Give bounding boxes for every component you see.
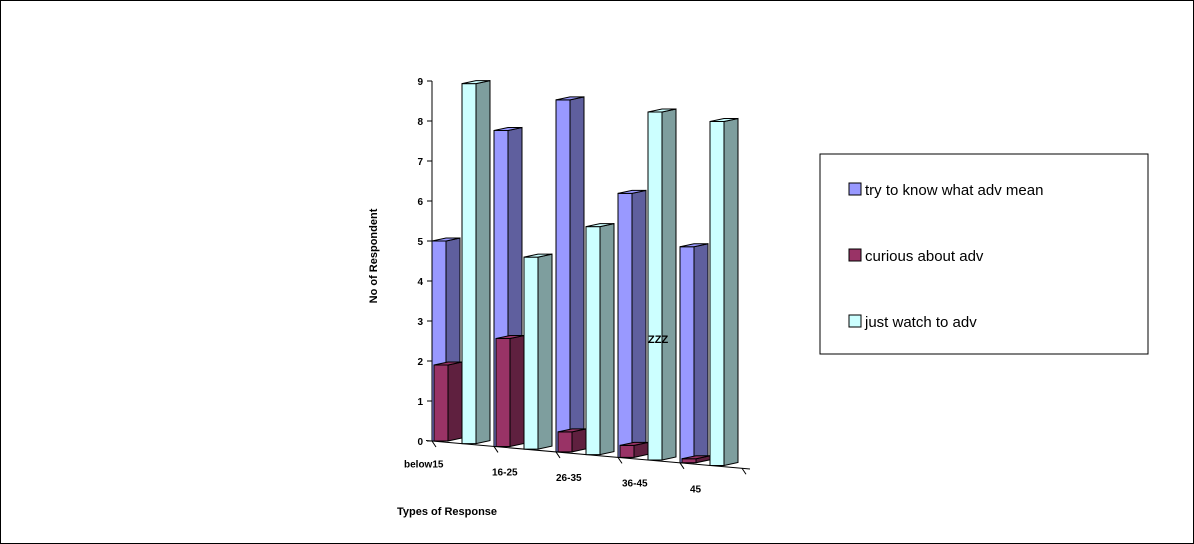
x-tick-mark <box>741 468 747 475</box>
chart-bars <box>431 79 739 467</box>
chart-legend: try to know what adv mean curious about … <box>819 153 1149 355</box>
y-tick-label: 9 <box>417 77 423 88</box>
bar-side-face <box>475 79 491 445</box>
bar-front-face <box>433 364 449 442</box>
bar-front-face <box>523 256 539 450</box>
bar-side-face <box>693 243 709 464</box>
bar <box>495 334 525 448</box>
y-tick-label: 8 <box>417 117 423 128</box>
legend-box <box>819 153 1149 355</box>
legend-label-try-to-know: try to know what adv mean <box>865 182 1043 199</box>
legend-swatch-try-to-know <box>848 182 862 196</box>
bar-front-face <box>647 111 663 461</box>
bar-side-face <box>599 222 615 456</box>
bar-top-face <box>555 96 585 101</box>
bar-front-face <box>495 338 511 447</box>
bar <box>709 117 739 467</box>
x-tick-label: 26-35 <box>556 473 582 484</box>
x-tick-mark <box>679 462 685 470</box>
legend-label-just-watch: just watch to adv <box>864 314 977 331</box>
bar-side-face <box>571 428 587 453</box>
bar <box>619 441 649 459</box>
bar-top-face <box>493 127 523 131</box>
bar-top-face <box>585 223 615 228</box>
bar-side-face <box>723 117 739 467</box>
y-tick-label: 3 <box>417 317 423 328</box>
bar <box>585 222 615 456</box>
bar-top-face <box>461 80 491 85</box>
bar <box>647 108 677 461</box>
x-tick-mark <box>555 451 561 459</box>
bar-side-face <box>661 108 677 461</box>
y-tick-label: 0 <box>417 437 423 448</box>
chart-annotation: ZZZ <box>648 334 668 346</box>
bar-side-face <box>631 189 647 459</box>
x-tick-label: 36-45 <box>622 479 648 490</box>
bar-side-face <box>569 96 585 453</box>
bar <box>433 361 463 442</box>
y-tick-label: 5 <box>417 237 423 248</box>
y-tick-label: 2 <box>417 357 423 368</box>
bar-front-face <box>709 121 725 466</box>
x-tick-mark <box>493 446 499 453</box>
bar-front-face <box>555 99 571 453</box>
bar-side-face <box>447 361 463 442</box>
bar-top-face <box>431 237 461 242</box>
x-tick-mark <box>431 440 437 448</box>
bar-front-face <box>557 431 573 453</box>
bar <box>679 243 709 464</box>
bar-top-face <box>647 108 677 113</box>
x-tick-label: 16-25 <box>492 467 518 478</box>
bar-top-face <box>679 243 709 248</box>
bar-front-face <box>681 458 697 464</box>
bar-front-face <box>617 192 633 458</box>
bar-front-face <box>585 226 601 456</box>
y-tick-label: 1 <box>417 397 423 408</box>
bar-front-face <box>619 444 635 458</box>
x-tick-mark <box>617 457 623 464</box>
bar-front-face <box>461 83 477 445</box>
bar <box>557 428 587 453</box>
legend-swatch-just-watch <box>848 314 862 328</box>
x-tick-label: below15 <box>404 460 444 471</box>
bar <box>461 79 491 445</box>
chart-labels: No of Respondent Types of Response ZZZ 0… <box>368 77 702 518</box>
y-tick-label: 7 <box>417 157 423 168</box>
bar-front-face <box>679 246 695 464</box>
bar-top-face <box>709 118 739 122</box>
bar-side-face <box>537 253 553 450</box>
bar <box>555 96 585 453</box>
bar <box>617 189 647 459</box>
legend-swatch-curious <box>848 248 862 262</box>
legend-label-curious: curious about adv <box>865 248 984 265</box>
x-axis-title: Types of Response <box>397 506 497 518</box>
bar-top-face <box>523 253 553 258</box>
x-tick-label: 45 <box>690 485 702 496</box>
bar <box>681 455 711 464</box>
y-tick-label: 6 <box>417 197 423 208</box>
bar-side-face <box>509 334 525 448</box>
bar <box>523 253 553 450</box>
bar-top-face <box>617 189 647 194</box>
y-tick-label: 4 <box>417 277 423 288</box>
y-axis-title: No of Respondent <box>368 208 380 303</box>
